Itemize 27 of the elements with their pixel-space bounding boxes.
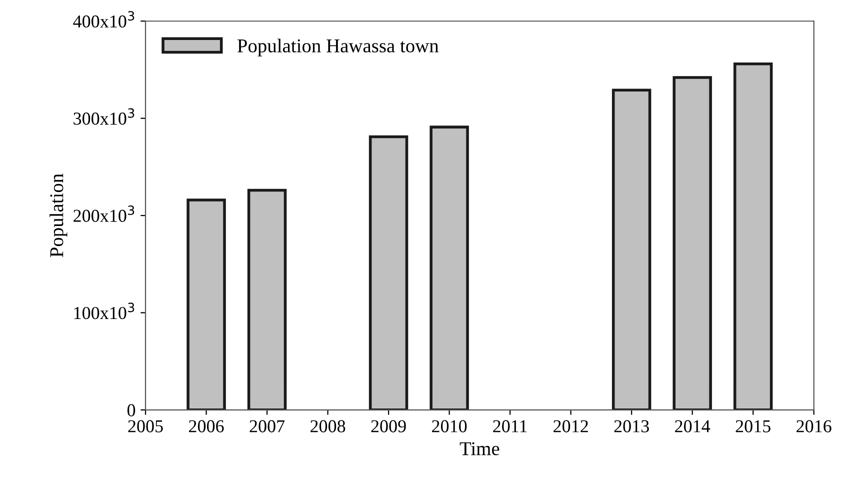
bar	[733, 62, 773, 410]
bar	[672, 76, 712, 410]
y-tick-label: 200x10$^{3}$	[74, 205, 134, 222]
bar	[368, 135, 408, 410]
x-tick-label: 2011	[493, 420, 527, 432]
y-tick-label: 300x10$^{3}$	[74, 108, 134, 125]
y-tick-label: 400x10$^{3}$	[73, 11, 134, 28]
x-tick-label: 2007	[250, 420, 285, 432]
bar	[430, 126, 469, 410]
bar	[612, 88, 652, 410]
bar	[247, 188, 287, 410]
legend-label: Population Hawassa town	[237, 38, 439, 56]
y-axis-title: Population	[50, 174, 68, 258]
x-tick-label: 2005	[128, 420, 163, 432]
bar	[186, 198, 226, 410]
x-tick-label: 2006	[189, 420, 224, 432]
y-tick-label: 100x10$^{3}$	[74, 302, 134, 320]
x-tick-label: 2010	[432, 420, 467, 432]
x-axis-title: Time	[460, 442, 500, 456]
x-tick-label: 2009	[371, 420, 406, 432]
x-tick-label: 2015	[736, 420, 770, 432]
y-tick-label: 0	[127, 404, 136, 416]
x-tick-label: 2013	[614, 420, 649, 432]
x-tick-label: 2008	[310, 420, 346, 432]
x-tick-label: 2014	[675, 420, 710, 432]
x-tick-label: 2016	[796, 420, 832, 432]
x-tick-label: 2012	[554, 420, 588, 432]
